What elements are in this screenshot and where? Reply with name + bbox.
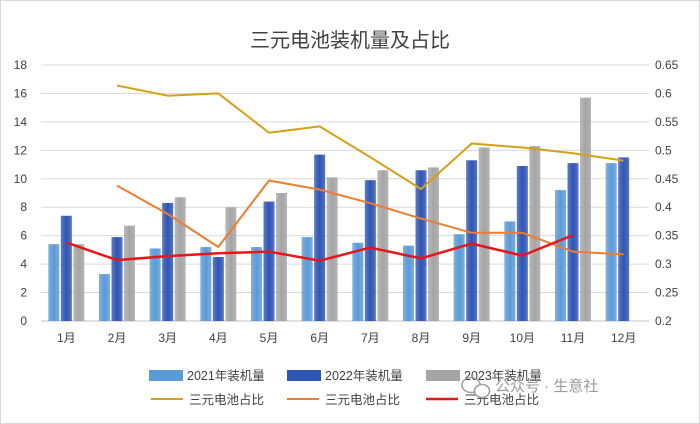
bar-2-7月 bbox=[364, 180, 376, 321]
bar-3-9月 bbox=[478, 147, 490, 321]
bar-1-6月 bbox=[301, 237, 313, 321]
bar-2-6月 bbox=[314, 154, 326, 321]
y-tick-label: 18 bbox=[14, 58, 28, 72]
bar-1-2月 bbox=[99, 274, 110, 321]
x-tick-label: 1月 bbox=[57, 331, 76, 345]
bar-1-4月 bbox=[200, 247, 212, 321]
y-tick-label: 8 bbox=[20, 200, 27, 214]
bar-2-11月 bbox=[567, 163, 579, 321]
y-tick-label: 0 bbox=[20, 314, 27, 328]
bar-3-7月 bbox=[377, 170, 389, 321]
bar-2-3月 bbox=[162, 202, 174, 321]
watermark-text: 公众号 · 生意社 bbox=[495, 377, 598, 395]
legend-swatch-bar bbox=[426, 370, 460, 381]
bar-3-10月 bbox=[529, 146, 541, 321]
watermark: 公众号 · 生意社 bbox=[461, 376, 598, 399]
line-series-1 bbox=[116, 84, 624, 190]
bar-1-8月 bbox=[403, 245, 414, 321]
wechat-icon bbox=[461, 376, 491, 399]
bar-2-9月 bbox=[466, 160, 478, 321]
line-series-3 bbox=[65, 233, 574, 262]
x-axis: 1月 2月 3月 4月 5月 6月 7月 8月 9月 10月 11月 12月 bbox=[57, 331, 636, 345]
line-series-2 bbox=[116, 179, 624, 256]
y2-tick-label: 0.25 bbox=[655, 286, 679, 300]
y2-tick-label: 0.3 bbox=[655, 257, 672, 271]
y-tick-label: 4 bbox=[20, 257, 27, 271]
bar-3-3月 bbox=[174, 197, 186, 321]
y-axis-left: 0 2 4 6 8 10 12 14 16 18 bbox=[14, 58, 28, 328]
bar-3-2月 bbox=[124, 225, 135, 321]
bar-2-5月 bbox=[263, 201, 275, 321]
bar-1-1月 bbox=[48, 244, 60, 321]
bar-2-12月 bbox=[618, 157, 630, 321]
x-tick-label: 8月 bbox=[412, 331, 431, 345]
x-tick-label: 7月 bbox=[361, 331, 380, 345]
y-tick-label: 14 bbox=[14, 115, 28, 129]
x-tick-label: 2月 bbox=[108, 331, 127, 345]
legend-label: 2022年装机量 bbox=[325, 369, 403, 383]
bar-3-1月 bbox=[73, 244, 85, 321]
bars bbox=[48, 97, 630, 321]
y-axis-right: 0.2 0.25 0.3 0.35 0.4 0.45 0.5 0.55 0.6 0.65 bbox=[655, 58, 679, 328]
legend-label: 三元电池占比 bbox=[325, 392, 400, 407]
bar-2-4月 bbox=[212, 257, 224, 321]
bar-1-5月 bbox=[251, 247, 262, 321]
x-tick-label: 9月 bbox=[462, 331, 481, 345]
legend-swatch-bar bbox=[287, 370, 321, 381]
bar-3-11月 bbox=[580, 97, 591, 321]
y2-tick-label: 0.6 bbox=[655, 86, 672, 100]
y-tick-label: 2 bbox=[20, 286, 27, 300]
bar-3-5月 bbox=[276, 193, 287, 321]
bar-1-7月 bbox=[352, 242, 364, 321]
x-tick-label: 5月 bbox=[260, 331, 279, 345]
bar-1-3月 bbox=[149, 248, 161, 321]
y2-tick-label: 0.5 bbox=[655, 143, 672, 157]
legend-label: 2021年装机量 bbox=[187, 369, 265, 383]
y2-tick-label: 0.45 bbox=[655, 172, 679, 186]
y2-tick-label: 0.55 bbox=[655, 115, 679, 129]
bar-3-4月 bbox=[225, 207, 237, 321]
x-tick-label: 10月 bbox=[510, 331, 535, 345]
bar-1-12月 bbox=[605, 163, 617, 321]
y2-tick-label: 0.4 bbox=[655, 200, 672, 214]
bar-2-1月 bbox=[60, 215, 72, 321]
y2-tick-label: 0.2 bbox=[655, 314, 672, 328]
y-tick-label: 6 bbox=[20, 229, 27, 243]
y2-tick-label: 0.65 bbox=[655, 58, 679, 72]
bar-2-8月 bbox=[415, 170, 427, 321]
bar-2-10月 bbox=[516, 165, 528, 321]
x-tick-label: 12月 bbox=[611, 331, 636, 345]
gridlines bbox=[41, 64, 649, 322]
legend-swatch-bar bbox=[149, 370, 183, 381]
bar-1-10月 bbox=[504, 221, 516, 321]
y-tick-label: 16 bbox=[14, 86, 28, 100]
y2-tick-label: 0.35 bbox=[655, 229, 679, 243]
x-tick-label: 3月 bbox=[158, 331, 177, 345]
bar-1-9月 bbox=[453, 234, 465, 321]
x-tick-label: 6月 bbox=[310, 331, 329, 345]
chart-title: 三元电池装机量及占比 bbox=[250, 29, 450, 52]
bar-3-6月 bbox=[326, 177, 338, 321]
y-tick-label: 12 bbox=[14, 143, 28, 157]
x-tick-label: 11月 bbox=[561, 331, 585, 345]
x-tick-label: 4月 bbox=[209, 331, 228, 345]
bar-1-11月 bbox=[555, 190, 566, 321]
bar-2-2月 bbox=[111, 237, 123, 321]
y-tick-label: 10 bbox=[14, 172, 28, 186]
bar-3-8月 bbox=[428, 167, 439, 321]
lines bbox=[65, 84, 624, 262]
legend-label: 2023年装机量 bbox=[464, 369, 542, 383]
legend-label: 三元电池占比 bbox=[189, 392, 264, 407]
